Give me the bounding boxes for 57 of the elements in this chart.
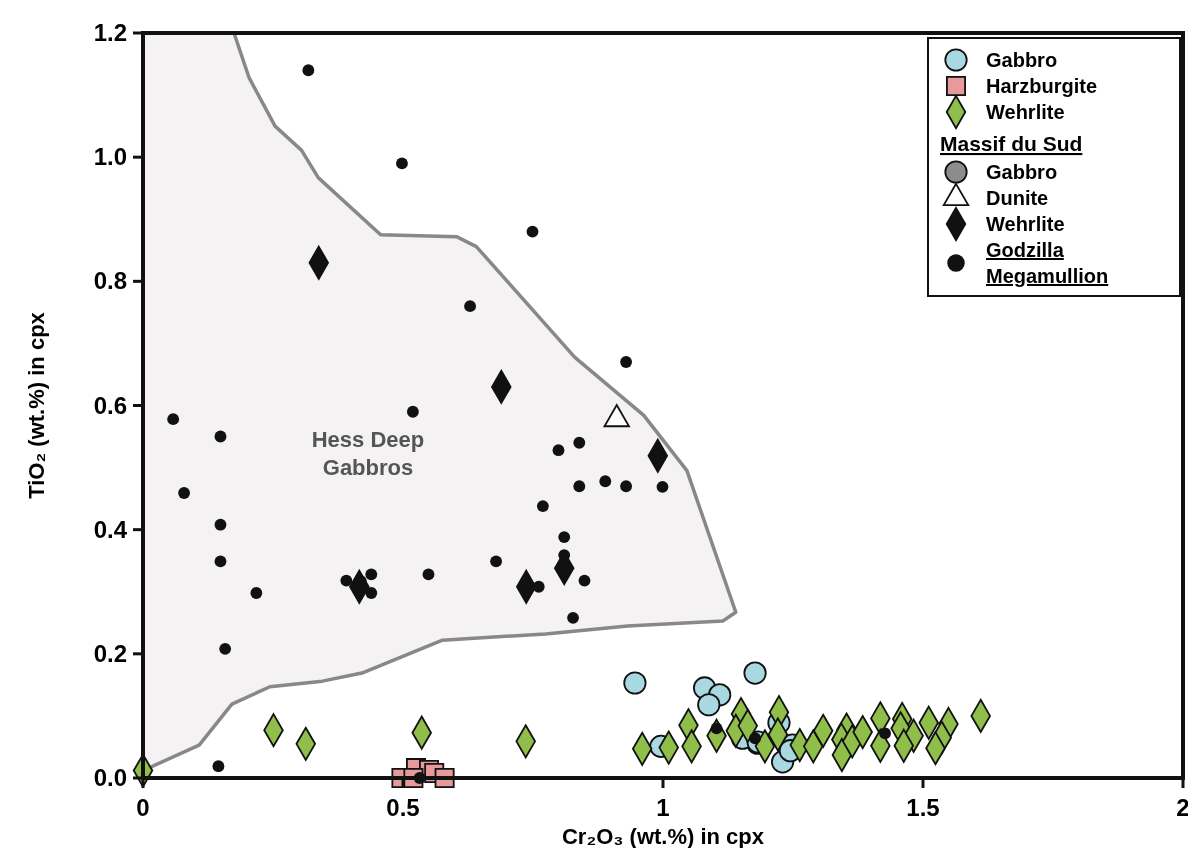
point xyxy=(710,722,723,735)
x-tick-label: 1 xyxy=(656,794,670,821)
point xyxy=(302,64,315,77)
point xyxy=(167,413,180,426)
annotation: Massif du Sud xyxy=(940,132,1083,155)
point xyxy=(490,555,502,568)
y-tick-label: 0.2 xyxy=(93,639,127,667)
point xyxy=(623,671,647,695)
legend-label: Godzilla Megamullion xyxy=(986,239,1109,287)
point xyxy=(536,500,549,512)
legend-label: Wehrlite xyxy=(986,101,1065,123)
point xyxy=(656,480,669,493)
y-tick-label: 1.2 xyxy=(93,19,127,46)
point xyxy=(743,661,767,685)
point xyxy=(573,480,586,493)
point xyxy=(879,727,891,740)
y-tick-label: 0.6 xyxy=(93,391,127,419)
point xyxy=(396,157,408,170)
legend-label: Wehrlite xyxy=(986,213,1065,235)
point xyxy=(406,405,419,418)
point xyxy=(578,574,591,587)
point xyxy=(219,642,232,655)
point xyxy=(552,444,565,457)
point xyxy=(697,693,721,717)
y-tick-label: 0.0 xyxy=(93,764,127,791)
point xyxy=(365,587,378,599)
y-tick-label: 1.0 xyxy=(93,143,127,171)
point xyxy=(558,531,571,544)
x-tick-label: 0 xyxy=(136,794,150,821)
point xyxy=(214,555,227,568)
legend-label: Harzburgite xyxy=(986,75,1098,97)
point xyxy=(573,436,586,449)
point xyxy=(250,587,263,599)
x-tick-label: 2 xyxy=(1176,794,1190,821)
point xyxy=(365,568,378,581)
legend-label: Dunite xyxy=(986,187,1049,209)
point xyxy=(526,225,539,238)
y-tick-label: 0.4 xyxy=(93,515,128,543)
y-axis-title: TiO₂ (wt.%) in cpx xyxy=(24,311,49,499)
x-axis-title: Cr₂O₃ (wt.%) in cpx xyxy=(561,824,765,849)
point xyxy=(599,475,612,488)
point xyxy=(567,611,579,624)
point xyxy=(178,487,190,499)
point xyxy=(620,356,632,368)
y-tick-label: 0.8 xyxy=(93,267,127,295)
point xyxy=(422,568,435,581)
point xyxy=(214,518,227,531)
point xyxy=(214,430,227,443)
annotation: Hess Deep Gabbros xyxy=(311,427,425,480)
point xyxy=(212,760,225,773)
point xyxy=(340,574,353,587)
point xyxy=(464,300,476,313)
legend-label: Gabbro xyxy=(986,161,1058,183)
x-tick-label: 1.5 xyxy=(906,794,940,821)
x-tick-label: 0.5 xyxy=(386,794,420,821)
point xyxy=(620,480,632,493)
legend-label: Gabbro xyxy=(986,49,1058,71)
